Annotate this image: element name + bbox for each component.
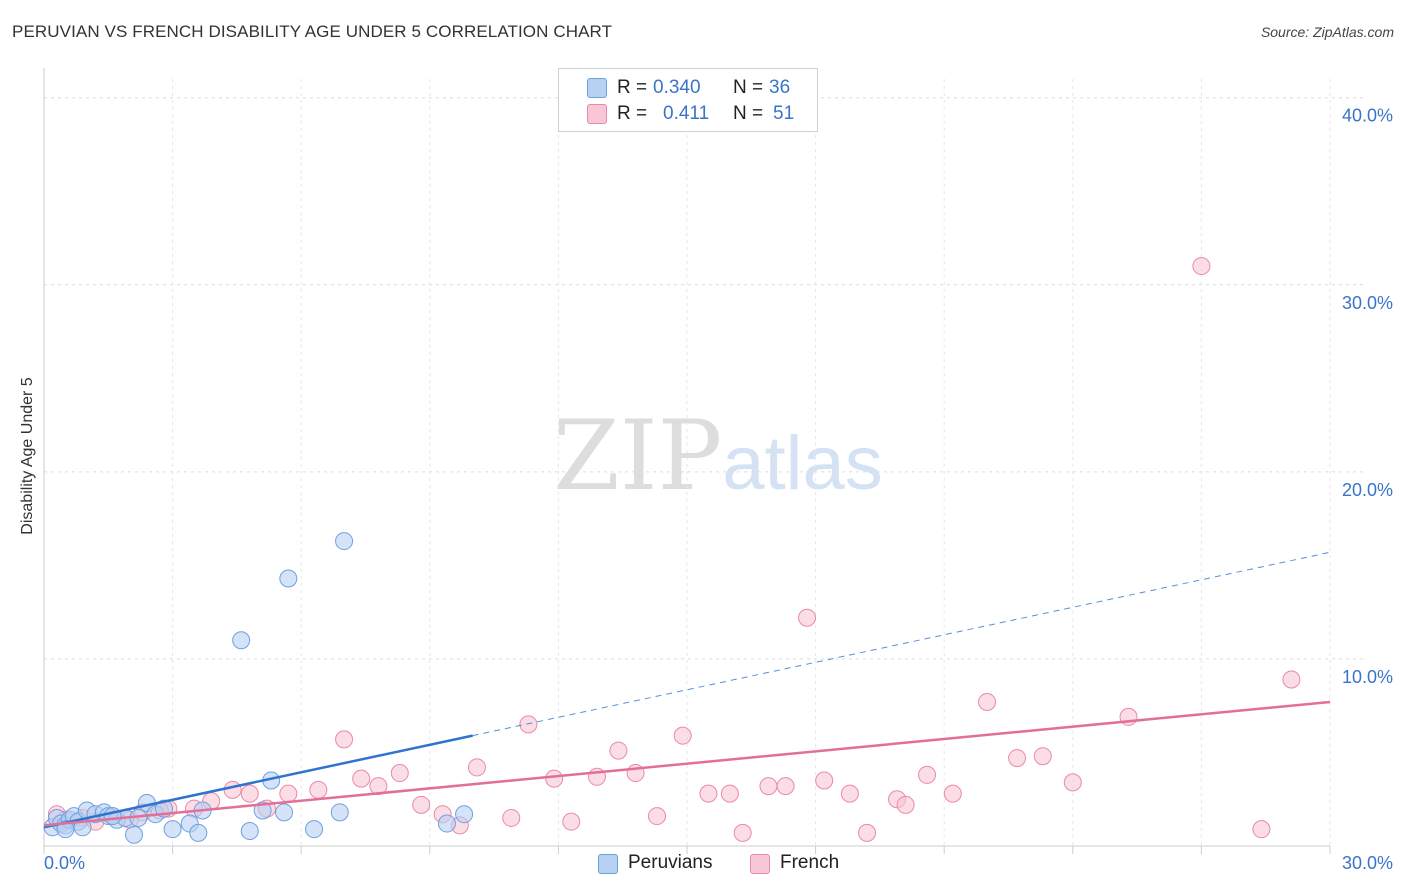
peruvian-point (279, 569, 298, 588)
watermark-zip: ZIP (553, 400, 723, 512)
grid-lines (44, 79, 1365, 846)
axes (43, 68, 1331, 854)
chart-title: PERUVIAN VS FRENCH DISABILITY AGE UNDER … (12, 22, 613, 41)
french-point (733, 823, 752, 842)
n-value: 36 (769, 77, 791, 98)
peruvian-point (305, 820, 324, 839)
french-point (699, 784, 718, 803)
french-point (720, 784, 739, 803)
peruvians-trend-line (43, 734, 473, 829)
french-point (840, 784, 859, 803)
y-tick-label: 40.0% (1342, 106, 1393, 126)
y-tick-label: 10.0% (1342, 667, 1393, 687)
french-point (240, 784, 259, 803)
peruvian-point (189, 823, 208, 842)
peruvian-point (240, 822, 259, 841)
peruvian-point (275, 803, 294, 822)
watermark-atlas: atlas (722, 421, 883, 506)
french-point (519, 715, 538, 734)
french-point (1033, 747, 1052, 766)
french-point (798, 608, 817, 627)
y-tick-label: 20.0% (1342, 480, 1393, 500)
y-axis-label: Disability Age Under 5 (19, 377, 36, 535)
french-point (390, 764, 409, 783)
french-point (412, 795, 431, 814)
n-label: N = (733, 103, 764, 124)
french-point (1008, 749, 1027, 768)
peruvians-label: Peruvians (628, 852, 713, 873)
n-label: N = (733, 77, 764, 98)
x-tick-label: 30.0% (1342, 853, 1393, 873)
french-point (943, 784, 962, 803)
y-tick-label: 30.0% (1342, 293, 1393, 313)
french-point (352, 769, 371, 788)
french-point (858, 823, 877, 842)
peruvian-point (253, 801, 272, 820)
n-value: 51 (773, 103, 795, 124)
peruvians-swatch (598, 854, 618, 874)
french-point (815, 771, 834, 790)
peruvian-point (125, 825, 144, 844)
french-point (502, 808, 521, 827)
french-point (673, 726, 692, 745)
french-point (467, 758, 486, 777)
r-label: R = (617, 103, 648, 124)
french-point (279, 784, 298, 803)
french-point (776, 777, 795, 796)
tick-labels: 10.0% 20.0% 30.0% 40.0% 0.0% 30.0% (44, 106, 1393, 873)
peruvians-swatch (587, 78, 607, 98)
french-point (335, 730, 354, 749)
french-point (759, 777, 778, 796)
french-label: French (780, 852, 840, 873)
source-label[interactable]: Source: ZipAtlas.com (1260, 24, 1394, 40)
correlation-legend: R = 0.340 N = 36 R = 0.411 N = 51 (558, 68, 818, 132)
french-point (1063, 773, 1082, 792)
french-point (609, 741, 628, 760)
peruvian-point (163, 820, 182, 839)
r-label: R = (617, 77, 648, 98)
peruvian-point (232, 631, 251, 650)
french-point (896, 795, 915, 814)
french-point (1192, 257, 1211, 276)
x-tick-label: 0.0% (44, 853, 85, 873)
french-point (1252, 820, 1271, 839)
french-points (47, 257, 1301, 842)
french-point (647, 807, 666, 826)
peruvian-points (43, 532, 474, 844)
peruvians-trend-extension (472, 551, 1331, 737)
french-point (309, 780, 328, 799)
french-point (223, 780, 242, 799)
watermark: ZIPatlas (553, 400, 883, 512)
french-swatch (587, 104, 607, 124)
peruvian-point (437, 814, 456, 833)
peruvian-point (335, 532, 354, 551)
french-trend-line (43, 700, 1331, 827)
french-point (545, 769, 564, 788)
french-point (1282, 670, 1301, 689)
french-point (562, 812, 581, 831)
french-point (978, 692, 997, 711)
french-point (918, 765, 937, 784)
french-point (369, 777, 388, 796)
r-value: 0.340 (653, 77, 701, 98)
french-swatch (750, 854, 770, 874)
trend-lines (43, 551, 1331, 829)
r-value: 0.411 (663, 103, 710, 124)
peruvian-point (455, 805, 474, 824)
peruvian-point (330, 803, 349, 822)
